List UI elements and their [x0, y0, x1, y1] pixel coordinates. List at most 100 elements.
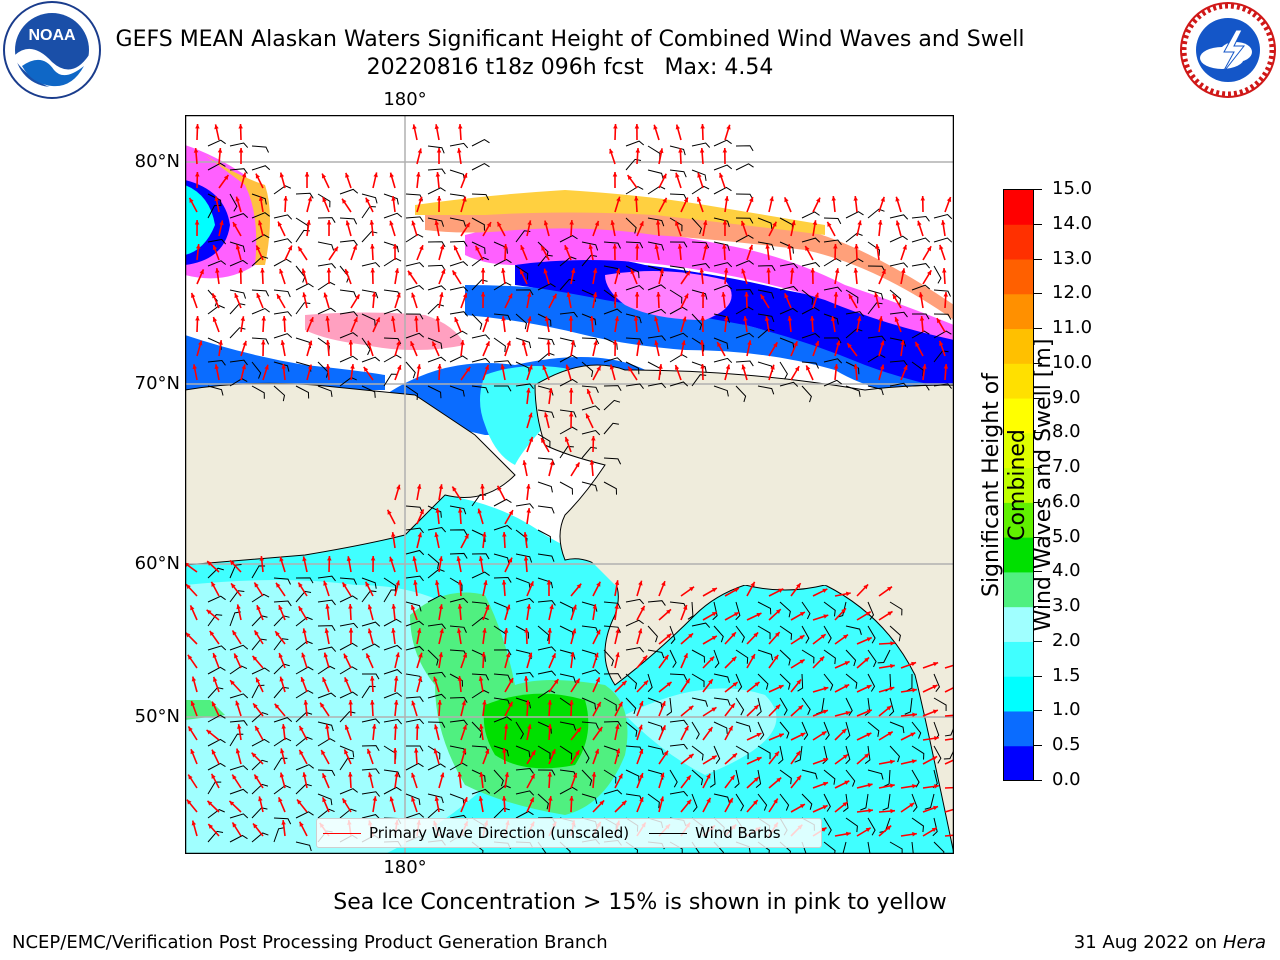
wave-arrow-head: [395, 580, 400, 586]
wave-arrow-head: [214, 364, 219, 370]
wave-arrow-head: [389, 220, 394, 226]
wind-barb: [603, 789, 623, 795]
wave-arrow-head: [485, 341, 490, 347]
wave-arrow-head: [630, 269, 635, 275]
wind-barb: [559, 311, 578, 318]
wind-barb: [339, 788, 359, 795]
wave-arrow-head: [821, 827, 827, 832]
wind-barb: [691, 263, 711, 269]
wave-arrow-head: [889, 783, 895, 789]
wave-arrow-head: [592, 292, 598, 298]
colorbar-tick-label: 1.0: [1052, 699, 1081, 721]
wave-arrow-head: [681, 340, 686, 346]
wave-arrow-head: [389, 172, 394, 178]
wind-barb: [625, 158, 642, 171]
wave-arrow-head: [299, 821, 304, 827]
wind-barb: [735, 306, 754, 315]
wave-arrow-head: [348, 340, 354, 345]
wind-barb: [405, 216, 424, 223]
lon-label-bottom: 180°: [383, 857, 427, 878]
wave-arrow-head: [784, 197, 789, 203]
wave-arrow-head: [699, 340, 705, 345]
wind-barb: [207, 614, 223, 627]
wind-barb: [603, 673, 622, 680]
chart-subtitle: 20220816 t18z 096h fcst Max: 4.54: [366, 55, 774, 80]
wind-barb: [207, 762, 226, 771]
wave-arrow-head: [756, 733, 762, 738]
wave-arrow-head: [722, 244, 727, 249]
wind-barb: [229, 193, 238, 212]
wave-arrow-head: [325, 604, 330, 609]
wind-barb: [361, 768, 380, 775]
wind-barb: [427, 721, 446, 728]
wave-arrow-head: [320, 702, 325, 708]
wave-arrow-head: [661, 725, 666, 731]
wave-arrow-head: [847, 343, 852, 349]
wind-barb: [273, 577, 291, 585]
wave-arrow-head: [814, 292, 819, 298]
wind-barb: [669, 306, 688, 315]
wave-arrow-head: [232, 822, 237, 828]
wave-arrow-head: [238, 124, 243, 129]
wind-barb: [911, 215, 930, 222]
wave-arrow-head: [502, 748, 507, 753]
wave-arrow-head: [254, 774, 259, 780]
wind-barb: [361, 685, 376, 699]
wave-arrow-head: [596, 581, 601, 587]
wave-arrow-head: [866, 709, 872, 714]
wind-barb: [801, 649, 815, 664]
wind-barb: [427, 337, 443, 350]
wave-arrow-head: [722, 148, 728, 153]
wind-barb: [911, 721, 922, 739]
wind-barb: [924, 793, 935, 810]
wind-barb: [449, 625, 467, 633]
wave-arrow-head: [529, 581, 534, 587]
wave-arrow-head: [778, 685, 784, 690]
wind-barb: [229, 834, 248, 843]
wave-arrow-head: [439, 292, 444, 298]
wind-barb: [823, 313, 839, 325]
wave-arrow-head: [526, 484, 531, 489]
wave-arrow-head: [434, 124, 440, 130]
wind-barb: [713, 649, 720, 669]
colorbar-tick-label: 7.0: [1052, 456, 1081, 478]
wave-arrow-head: [911, 661, 917, 667]
wind-barb: [713, 262, 733, 268]
wind-barb: [625, 284, 645, 291]
wind-barb: [405, 505, 423, 513]
wind-barb: [603, 457, 622, 465]
wave-arrow-head: [643, 680, 649, 686]
wave-arrow-head: [823, 757, 829, 763]
wave-arrow-head: [302, 628, 307, 634]
wind-barb: [339, 355, 358, 363]
wave-arrow-head: [484, 749, 490, 754]
wind-barb: [735, 649, 749, 664]
footer-credit: NCEP/EMC/Verification Post Processing Pr…: [12, 932, 608, 953]
wave-arrow-head: [754, 682, 760, 687]
wave-arrow-head: [416, 628, 422, 634]
wave-arrow-head: [564, 245, 569, 251]
wind-barb: [273, 817, 292, 825]
wind-barb: [669, 241, 688, 248]
wave-arrow-head: [373, 172, 378, 178]
wave-arrow-head: [918, 292, 924, 297]
wave-arrow-head: [551, 653, 556, 659]
wind-barb: [889, 625, 901, 642]
wave-arrow-head: [919, 316, 925, 321]
wave-arrow-head: [634, 124, 640, 129]
wind-barb: [889, 214, 909, 220]
wave-arrow-head: [412, 556, 417, 562]
wind-barb: [647, 382, 667, 389]
wave-arrow-head: [302, 772, 307, 778]
wave-arrow-head: [820, 634, 826, 639]
wind-barb: [757, 265, 776, 271]
wind-barb: [251, 684, 265, 699]
wave-arrow-head: [880, 196, 885, 202]
wave-arrow-head: [276, 294, 282, 300]
wave-arrow-head: [868, 808, 873, 813]
wave-arrow-head: [747, 340, 752, 346]
wind-barb: [625, 673, 638, 690]
wind-barb: [779, 793, 790, 811]
legend-wave-swatch: [323, 832, 361, 834]
wave-arrow-head: [547, 628, 553, 633]
